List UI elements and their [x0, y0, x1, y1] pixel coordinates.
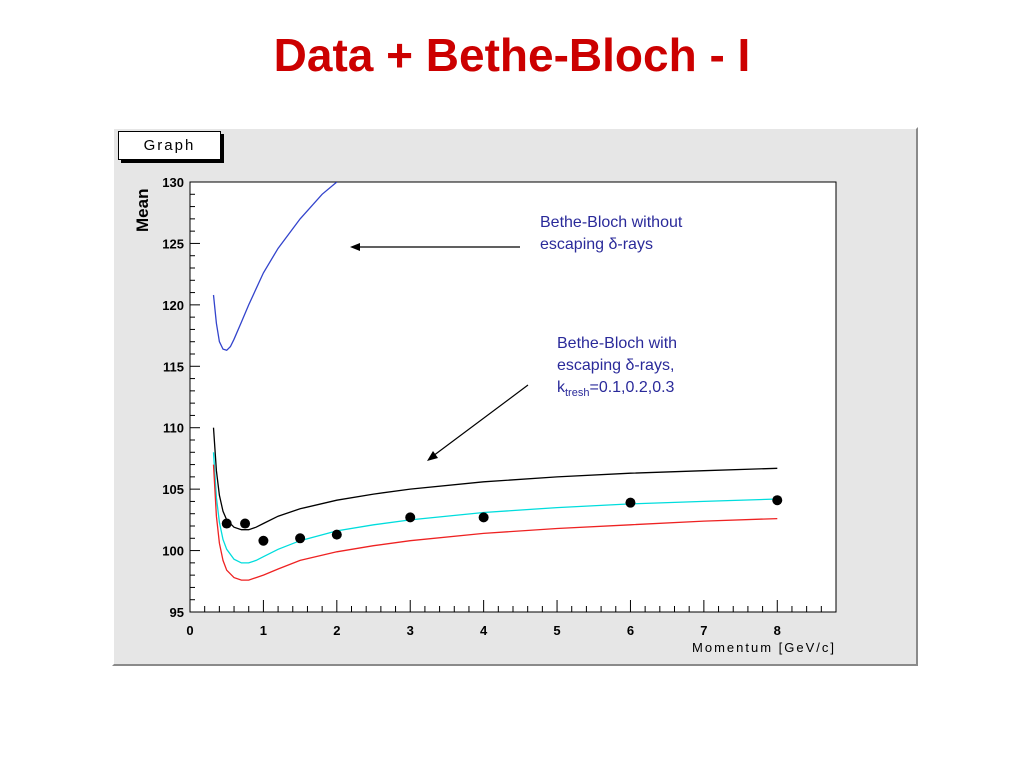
- x-tick-label: 1: [260, 623, 267, 638]
- arrow-with-escape: [427, 384, 529, 461]
- data-point: [295, 533, 306, 544]
- y-tick-label: 110: [163, 421, 184, 436]
- data-point: [240, 518, 251, 529]
- data-point: [625, 497, 636, 508]
- data-point: [478, 512, 489, 523]
- x-tick-label: 3: [407, 623, 414, 638]
- x-tick-label: 8: [774, 623, 781, 638]
- arrow-no-escape: [350, 243, 520, 251]
- annotation-with-escape: Bethe-Bloch with escaping δ-rays, ktresh…: [557, 333, 677, 404]
- x-tick-label: 0: [186, 623, 193, 638]
- series-line-2: [212, 452, 778, 564]
- annotation-line: Bethe-Bloch with: [557, 335, 678, 352]
- y-tick-label: 125: [162, 236, 184, 251]
- x-tick-label: 4: [480, 623, 488, 638]
- x-tick-label: 2: [333, 623, 340, 638]
- data-point: [221, 518, 232, 529]
- annotation-line: Bethe-Bloch without: [540, 214, 683, 231]
- graph-label: Graph: [118, 131, 221, 160]
- annotation-line: escaping δ-rays,: [557, 357, 675, 374]
- y-tick-label: 100: [162, 544, 184, 559]
- series-line-3: [212, 464, 778, 581]
- data-point: [772, 495, 783, 506]
- data-point: [331, 529, 342, 540]
- y-tick-label: 130: [162, 175, 184, 190]
- data-point: [258, 535, 269, 546]
- x-axis-label: Momentum [GeV/c]: [692, 640, 836, 655]
- y-tick-label: 115: [163, 359, 184, 374]
- x-tick-label: 6: [627, 623, 634, 638]
- y-axis-label: Mean: [133, 189, 152, 232]
- series-line-1: [212, 427, 778, 531]
- y-tick-label: 95: [170, 605, 184, 620]
- annotation-line: escaping δ-rays: [540, 236, 653, 253]
- k-symbol: k: [557, 379, 565, 396]
- x-tick-label: 7: [700, 623, 707, 638]
- data-point: [405, 512, 416, 523]
- x-tick-label: 5: [553, 623, 560, 638]
- series-line-0: [212, 182, 338, 352]
- y-tick-label: 120: [162, 298, 184, 313]
- y-tick-label: 105: [162, 482, 184, 497]
- annotation-no-escape: Bethe-Bloch without escaping δ-rays: [540, 212, 682, 256]
- slide-title: Data + Bethe-Bloch - I: [273, 29, 751, 81]
- plot-area: 95 100 105 110 115 120 125 130 0 1 2 3 4 5 6 7 8: [162, 175, 837, 638]
- annotation-line: ktresh=0.1,0.2,0.3: [557, 377, 677, 404]
- k-subscript: tresh: [565, 387, 590, 400]
- k-values: =0.1,0.2,0.3: [589, 379, 675, 396]
